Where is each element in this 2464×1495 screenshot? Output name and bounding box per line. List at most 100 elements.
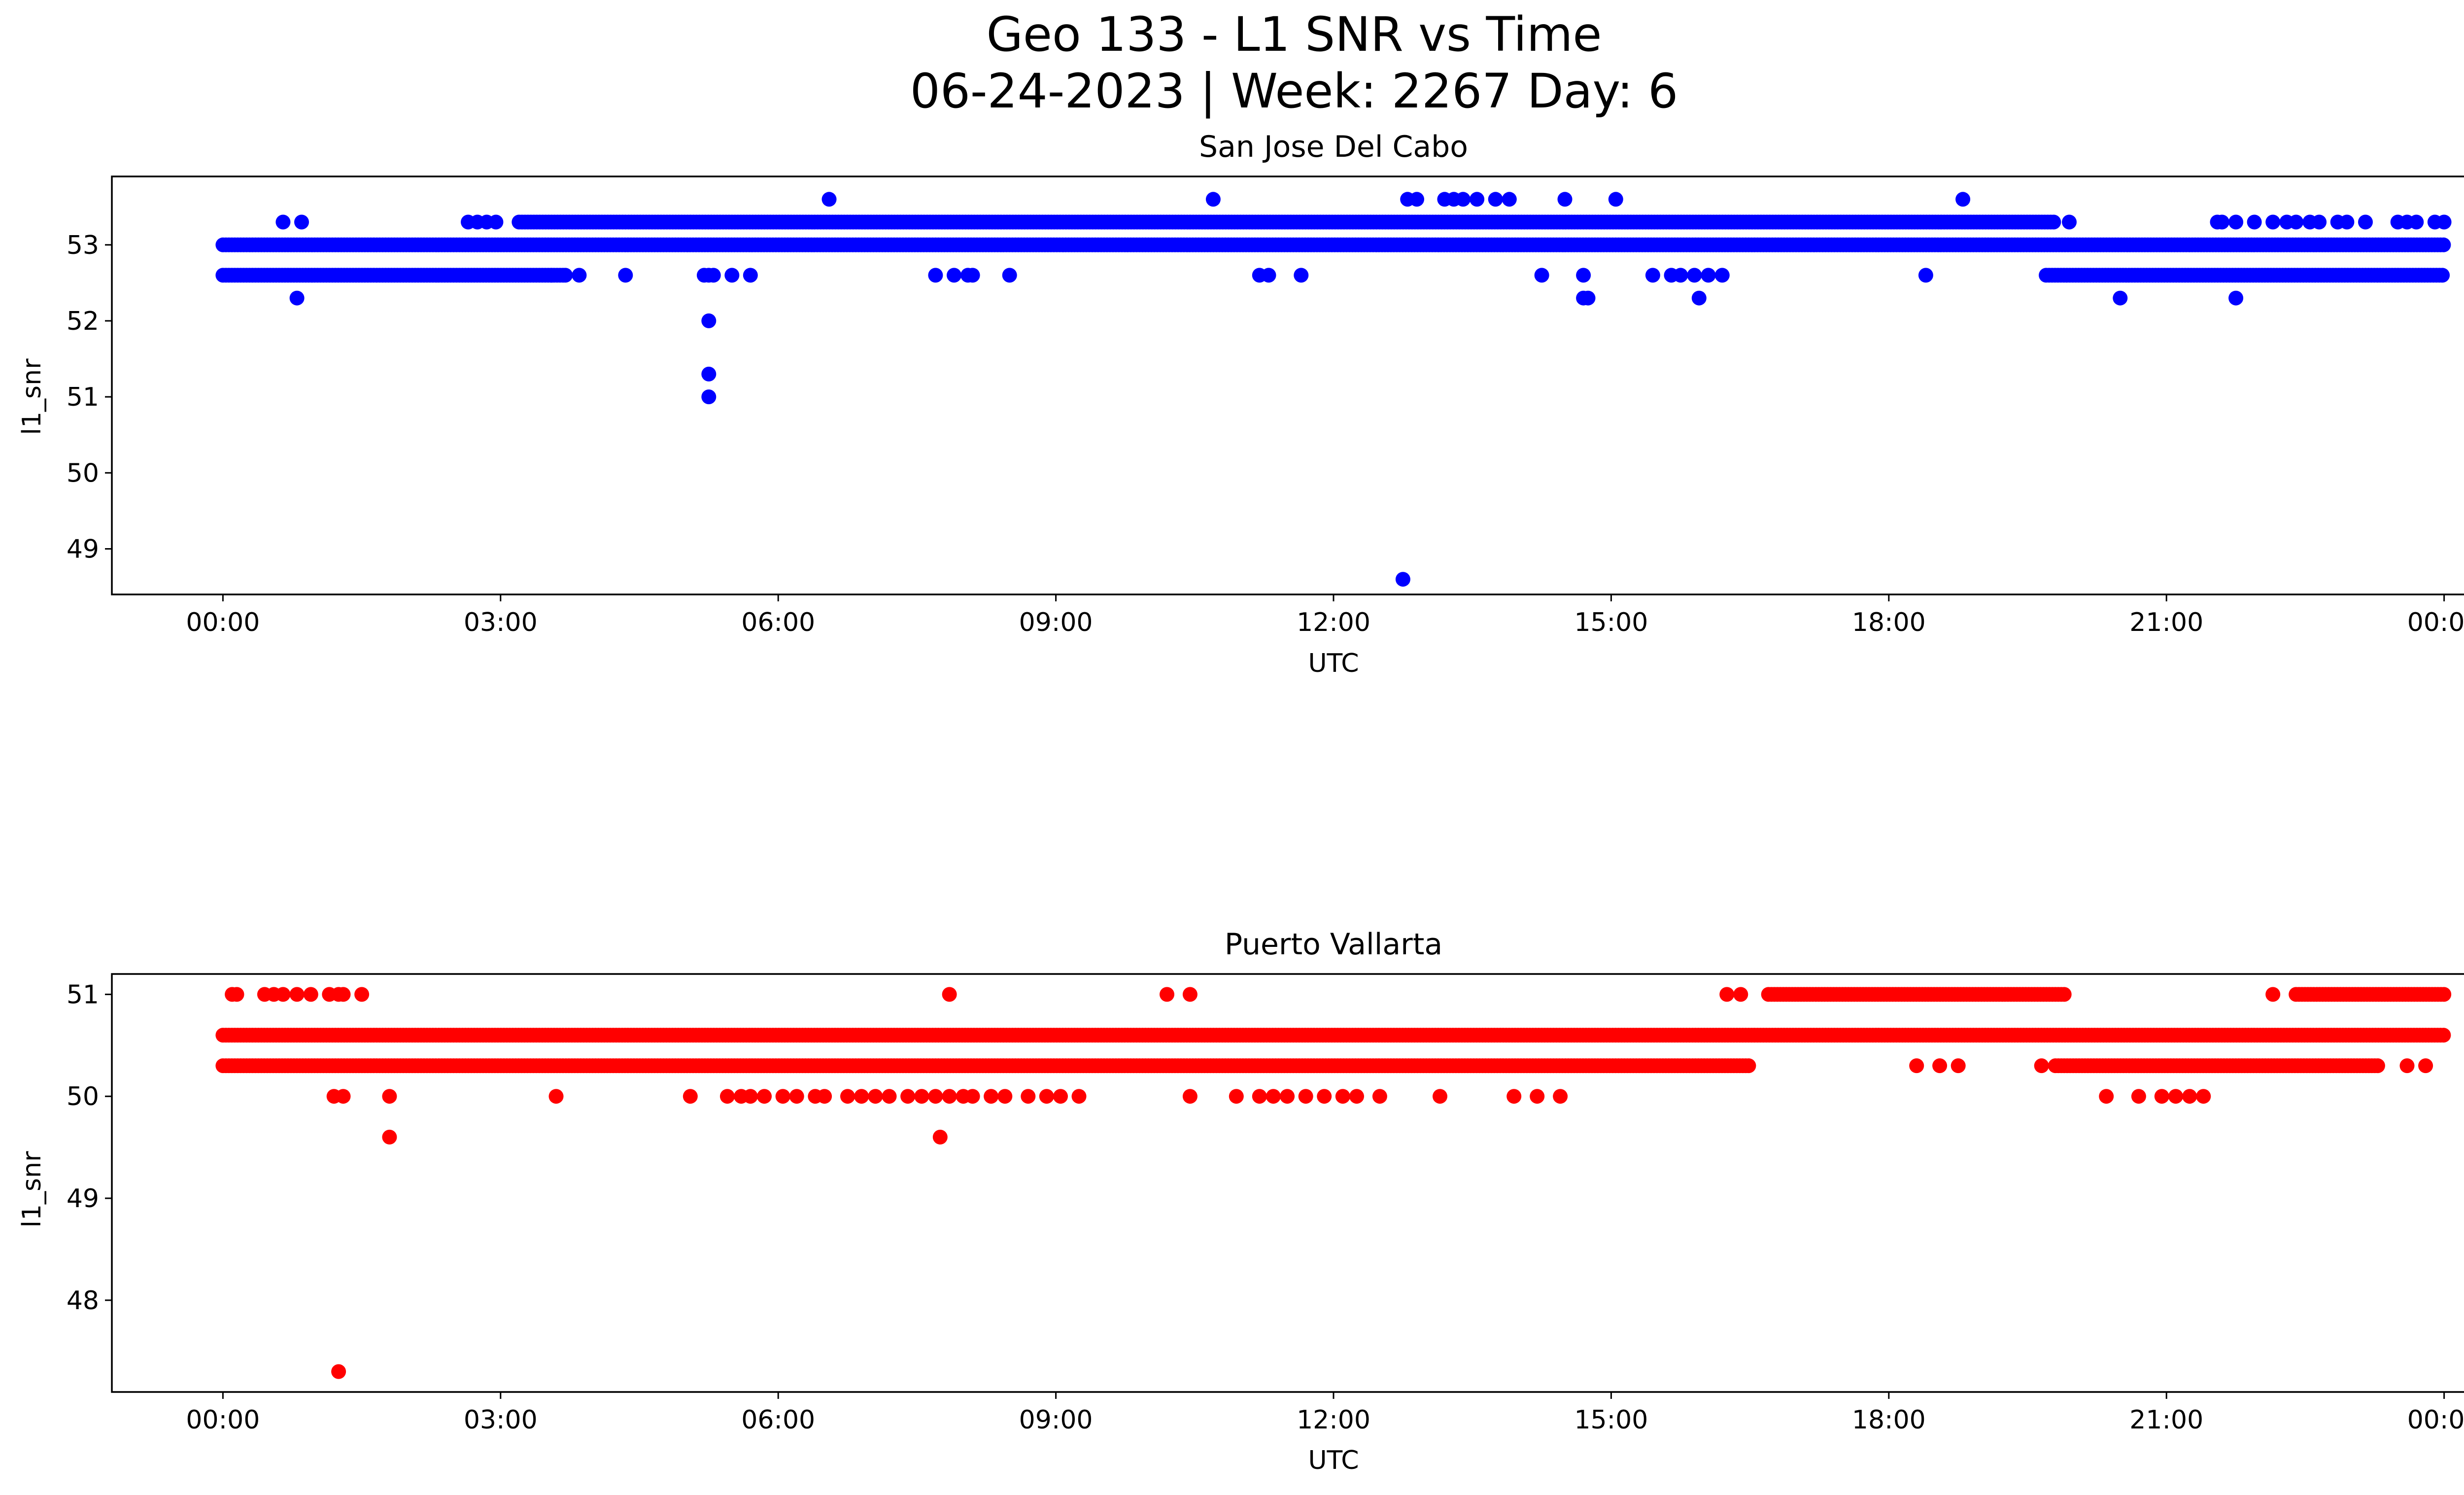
scatter-point xyxy=(382,1089,397,1104)
scatter-points-layer xyxy=(215,987,2452,1379)
scatter-point xyxy=(1160,987,1174,1002)
scatter-point xyxy=(942,1089,957,1104)
scatter-point xyxy=(572,268,587,283)
scatter-point xyxy=(2312,214,2327,230)
band-point xyxy=(2056,987,2072,1002)
scatter-point xyxy=(548,1089,564,1104)
scatter-point xyxy=(1502,192,1517,207)
scatter-point xyxy=(2418,1058,2433,1074)
scatter-point xyxy=(1909,1058,1924,1074)
scatter-point xyxy=(868,1089,883,1104)
x-tick-label: 00:00 xyxy=(186,608,260,637)
y-tick-label: 51 xyxy=(67,980,99,1009)
x-tick-label: 06:00 xyxy=(741,608,815,637)
x-ticks-layer: 00:00 03:00 06:00 09:00 12:00 15:00 18:00 21:00… xyxy=(186,594,2464,637)
scatter-point xyxy=(1039,1089,1054,1104)
scatter-point xyxy=(757,1089,772,1104)
scatter-point xyxy=(984,1089,999,1104)
x-tick-label: 09:00 xyxy=(1019,608,1093,637)
scatter-point xyxy=(331,1364,346,1379)
scatter-point xyxy=(932,1129,948,1145)
scatter-point xyxy=(1470,192,1485,207)
x-tick-label: 00:00 xyxy=(186,1405,260,1435)
scatter-point xyxy=(2289,214,2304,230)
scatter-point xyxy=(1021,1089,1036,1104)
scatter-point xyxy=(1053,1089,1068,1104)
scatter-point xyxy=(2196,1089,2211,1104)
band-point xyxy=(2436,237,2451,252)
x-tick-label: 12:00 xyxy=(1297,608,1370,637)
y-ticks-layer: 48 49 50 51 xyxy=(67,980,112,1316)
scatter-point xyxy=(789,1089,804,1104)
scatter-point xyxy=(840,1089,855,1104)
y-tick-label: 48 xyxy=(67,1286,99,1316)
scatter-point xyxy=(1645,268,1660,283)
y-tick-label: 50 xyxy=(67,458,99,488)
scatter-point xyxy=(1534,268,1549,283)
scatter-point xyxy=(1714,268,1730,283)
scatter-point xyxy=(900,1089,916,1104)
scatter-point xyxy=(1280,1089,1295,1104)
scatter-point xyxy=(775,1089,790,1104)
scatter-point xyxy=(817,1089,832,1104)
band-point xyxy=(2046,214,2061,230)
scatter-point xyxy=(701,366,717,382)
scatter-point xyxy=(2099,1089,2114,1104)
scatter-point xyxy=(706,268,721,283)
scatter-point xyxy=(2154,1089,2169,1104)
scatter-point xyxy=(2168,1089,2183,1104)
scatter-point xyxy=(1335,1089,1350,1104)
scatter-point xyxy=(947,268,961,283)
scatter-point xyxy=(965,1089,980,1104)
scatter-point xyxy=(303,987,318,1002)
scatter-point xyxy=(1719,987,1735,1002)
subplot-title: San Jose Del Cabo xyxy=(1199,130,1468,164)
scatter-points-layer xyxy=(215,192,2452,587)
scatter-point xyxy=(1261,268,1276,283)
x-tick-label: 00:00 xyxy=(2407,1405,2464,1435)
x-tick-label: 06:00 xyxy=(741,1405,815,1435)
scatter-point xyxy=(1266,1089,1281,1104)
y-tick-label: 50 xyxy=(67,1082,99,1112)
x-tick-label: 21:00 xyxy=(2129,608,2203,637)
x-tick-label: 03:00 xyxy=(464,1405,538,1435)
scatter-point xyxy=(2228,290,2244,306)
scatter-point xyxy=(1580,290,1596,306)
scatter-point xyxy=(618,268,633,283)
scatter-point xyxy=(1433,1089,1447,1104)
scatter-point xyxy=(743,268,758,283)
plot-frame xyxy=(111,973,2464,1393)
band-point xyxy=(2370,1058,2385,1074)
scatter-point xyxy=(1298,1089,1313,1104)
scatter-point xyxy=(1608,192,1623,207)
scatter-point xyxy=(2247,214,2262,230)
y-tick-label: 52 xyxy=(67,307,99,336)
scatter-point xyxy=(2265,987,2281,1002)
scatter-point xyxy=(294,214,309,230)
scatter-point xyxy=(1733,987,1748,1002)
scatter-point xyxy=(336,987,351,1002)
scatter-point xyxy=(1506,1089,1522,1104)
scatter-point xyxy=(2214,214,2229,230)
scatter-point xyxy=(2399,1058,2415,1074)
scatter-point xyxy=(928,268,943,283)
scatter-point xyxy=(701,389,717,405)
scatter-point xyxy=(1229,1089,1244,1104)
scatter-point xyxy=(2062,214,2077,230)
band-point xyxy=(2435,268,2450,283)
band-point xyxy=(1741,1058,1756,1074)
scatter-point xyxy=(1530,1089,1545,1104)
scatter-point xyxy=(336,1089,351,1104)
scatter-point xyxy=(2409,214,2424,230)
scatter-point xyxy=(1205,192,1221,207)
scatter-point xyxy=(2131,1089,2146,1104)
scatter-point xyxy=(289,987,305,1002)
subplot-puerto-vallarta: Puerto Vallarta UTC l1_snr 48 49 50 51 00:0… xyxy=(17,927,2464,1475)
subplot-title: Puerto Vallarta xyxy=(1225,927,1442,962)
scatter-point xyxy=(1488,192,1503,207)
scatter-point xyxy=(1349,1089,1364,1104)
x-tick-label: 00:00 xyxy=(2407,608,2464,637)
scatter-point xyxy=(1002,268,1017,283)
scatter-point xyxy=(1955,192,1971,207)
